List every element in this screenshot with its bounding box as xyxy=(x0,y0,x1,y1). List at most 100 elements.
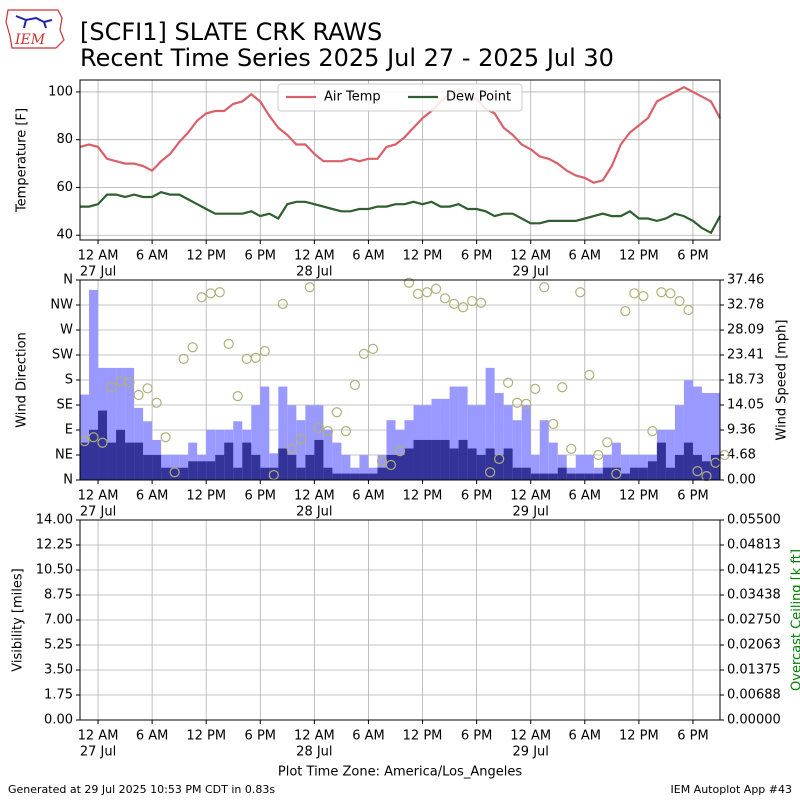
wind-bar xyxy=(512,467,522,480)
wind-bar xyxy=(233,467,243,480)
wind-bar xyxy=(197,461,207,480)
direction-point xyxy=(304,282,315,293)
x-tick-label: 12 AM xyxy=(510,249,551,264)
wind-bar xyxy=(107,442,117,480)
y-tick-label: 5.25 xyxy=(44,638,73,653)
direction-point xyxy=(358,348,370,359)
direction-point xyxy=(638,291,649,302)
direction-point xyxy=(214,287,225,298)
y-tick-label: 8.75 xyxy=(44,588,73,603)
wind-bar xyxy=(161,467,171,480)
wind-bar xyxy=(440,398,450,480)
wind-bar xyxy=(485,367,495,480)
wind-bar xyxy=(107,367,117,480)
x-tick-label: 6 AM xyxy=(352,729,385,744)
x-tick-label: 12 PM xyxy=(186,729,226,744)
wind-bar xyxy=(296,467,306,480)
x-tick-label: 6 AM xyxy=(569,249,602,264)
wind-bar xyxy=(287,454,297,480)
plot-frame xyxy=(79,279,721,481)
y-tick-label: W xyxy=(60,323,73,338)
y2-axis-label: Wind Speed [mph] xyxy=(775,320,790,441)
direction-point xyxy=(584,369,595,381)
wind-bar xyxy=(665,429,675,480)
direction-point xyxy=(151,397,162,408)
y-tick-label: S xyxy=(65,373,73,388)
x-tick-label: 6 PM xyxy=(677,489,708,504)
y2-tick-label: 0.00000 xyxy=(727,713,781,728)
direction-point xyxy=(187,342,198,353)
legend-label: Air Temp xyxy=(324,90,381,105)
y-tick-label: 7.00 xyxy=(44,613,73,628)
direction-point xyxy=(602,437,613,448)
direction-point xyxy=(403,277,415,288)
x-tick-label: 12 AM xyxy=(78,249,119,264)
y-tick-label: SE xyxy=(57,398,73,413)
direction-point xyxy=(241,353,252,364)
y-axis-label: Visibility [miles] xyxy=(11,568,26,671)
wind-bar xyxy=(269,453,279,480)
wind-bar xyxy=(602,454,612,480)
wind-bar xyxy=(494,392,504,480)
wind-bar xyxy=(458,386,468,480)
subtitle: Recent Time Series 2025 Jul 27 - 2025 Ju… xyxy=(80,44,614,72)
wind-bar xyxy=(674,454,684,480)
wind-bar xyxy=(593,473,603,480)
y-tick-label: 12.25 xyxy=(36,538,73,553)
wind-bar xyxy=(179,467,189,480)
direction-point xyxy=(467,296,478,307)
wind-bar xyxy=(152,454,162,480)
x-tick-label: 6 AM xyxy=(136,729,169,744)
direction-point xyxy=(106,382,117,393)
wind-bar xyxy=(359,473,369,480)
wind-bar xyxy=(575,454,585,480)
direction-point xyxy=(557,382,568,393)
wind-bar xyxy=(233,421,243,480)
wind-bar xyxy=(215,454,225,480)
direction-point xyxy=(521,398,532,409)
direction-point xyxy=(692,466,703,477)
y2-tick-label: 4.68 xyxy=(727,448,756,463)
x-date-label: 28 Jul xyxy=(296,745,332,760)
wind-bar xyxy=(89,429,99,480)
logo: IEM xyxy=(5,9,65,49)
y2-axis-label: Overcast Ceiling [k ft] xyxy=(790,549,800,691)
wind-bar xyxy=(467,405,477,480)
y-tick-label: E xyxy=(65,423,73,438)
wind-bar xyxy=(674,405,684,480)
x-tick-label: 12 AM xyxy=(78,729,119,744)
y-tick-label: NW xyxy=(50,298,73,313)
wind-bar xyxy=(548,442,558,480)
direction-point xyxy=(340,426,352,437)
y2-tick-label: 9.36 xyxy=(727,423,756,438)
wind-bar xyxy=(665,467,675,480)
legend-label: Dew Point xyxy=(446,90,511,105)
wind-bar xyxy=(305,405,315,480)
wind-bar xyxy=(359,454,369,480)
wind-bar xyxy=(296,420,306,480)
wind-bar xyxy=(566,473,576,480)
wind-bar xyxy=(395,454,405,480)
wind-bar xyxy=(503,405,513,480)
direction-point xyxy=(430,283,442,294)
wind-bar xyxy=(584,473,594,480)
wind-bar xyxy=(98,410,108,480)
wind-bar xyxy=(431,398,441,480)
y-tick-label: SW xyxy=(52,348,73,363)
wind-bar xyxy=(206,461,216,480)
wind-bar xyxy=(80,442,90,480)
direction-point xyxy=(196,292,207,303)
direction-point xyxy=(124,377,135,388)
y2-tick-label: 23.41 xyxy=(727,348,764,363)
title: [SCFI1] SLATE CRK RAWS xyxy=(80,18,382,46)
wind-bar xyxy=(242,442,252,480)
x-tick-label: 12 PM xyxy=(186,249,226,264)
logo-text: IEM xyxy=(14,32,46,48)
wind-bar xyxy=(584,454,594,480)
wind-bar xyxy=(341,473,351,480)
wind-bar xyxy=(251,405,261,480)
wind-bar xyxy=(647,461,657,480)
y2-tick-label: 0.05500 xyxy=(727,513,781,528)
direction-point xyxy=(178,353,189,364)
legend-box xyxy=(277,83,523,112)
